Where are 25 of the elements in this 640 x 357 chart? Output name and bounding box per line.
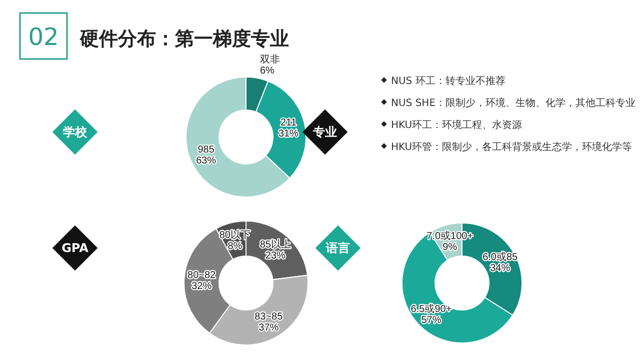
text: 语言 [325, 241, 350, 255]
data-label: 8% [228, 240, 242, 252]
text: HKU环工：环境工程、水资源 [391, 119, 522, 131]
data-label: 37% [258, 322, 279, 334]
slice-label: 211 [280, 118, 297, 129]
text: GPA [62, 241, 90, 255]
text: 硬件分布：第一梯度专业 [79, 28, 289, 50]
slice-label: 6.5或90+ [410, 302, 452, 315]
text: 02 [28, 23, 59, 51]
text: 专业 [312, 125, 337, 139]
text: 学校 [63, 125, 88, 139]
data-label: 9% [442, 242, 458, 254]
text: NUS SHE：限制少，环境、生物、化学，其他工科专业 [391, 97, 636, 109]
slice-label: 85以上 [260, 238, 291, 251]
data-label: 6% [260, 65, 275, 76]
slice-label: 双非 [260, 53, 280, 66]
data-label: 57% [421, 314, 442, 326]
data-label: 31% [278, 128, 299, 140]
slice-label: 83~85 [254, 311, 284, 322]
text: HKU环管：限制少，各工科背景或生态学，环境化学等 [391, 141, 632, 153]
data-label: 34% [490, 263, 510, 274]
slice-label: 985 [198, 144, 215, 156]
slice-label: 80~82 [188, 270, 216, 282]
data-label: 63% [196, 155, 216, 166]
text: NUS 环工：转专业不推荐 [391, 75, 506, 87]
